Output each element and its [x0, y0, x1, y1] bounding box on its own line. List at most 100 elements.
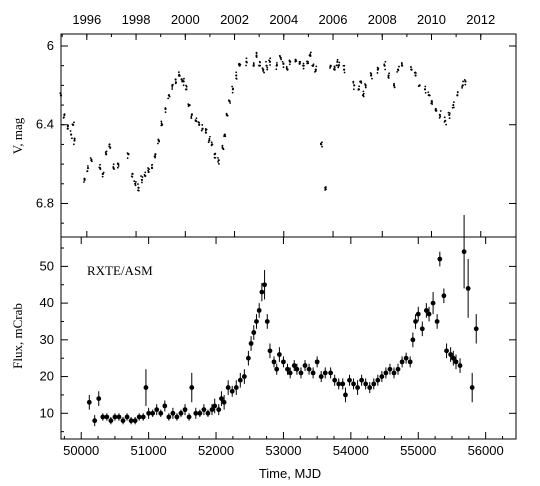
top-panel-vmag: 1996 1998 2000 2002 2004 2006 2008 2010 2012 6 6.… [10, 12, 517, 238]
flux-point [322, 370, 328, 376]
vmag-point [154, 153, 157, 156]
vmag-point [218, 162, 220, 165]
vmag-point [384, 60, 387, 63]
vmag-point [343, 68, 346, 71]
vmag-point [314, 70, 317, 73]
flux-point [262, 282, 267, 288]
vmag-point [187, 103, 190, 106]
vmag-point [137, 186, 140, 189]
flux-point [256, 308, 262, 313]
vmag-point [187, 105, 190, 108]
flux-point [277, 352, 282, 357]
vmag-point [452, 101, 455, 104]
vmag-point [131, 172, 134, 175]
vmag-point [116, 166, 119, 169]
vmag-point [105, 150, 108, 153]
flux-point [186, 414, 192, 420]
vmag-point [101, 173, 104, 175]
flux-point [391, 370, 397, 376]
top-year-tick-label: 2010 [417, 12, 446, 27]
vmag-point [208, 137, 211, 140]
vmag-point [144, 171, 147, 174]
vmag-point [308, 54, 311, 57]
vmag-point [101, 175, 104, 178]
vmag-point [343, 71, 346, 74]
vmag-point [279, 55, 281, 58]
flux-point [233, 385, 239, 390]
flux-point [415, 311, 421, 317]
vmag-point [452, 103, 455, 107]
vmag-point [276, 63, 278, 66]
flux-point [104, 414, 110, 420]
flux-point [140, 414, 146, 420]
vmag-point [266, 68, 269, 71]
flux-point [166, 414, 172, 420]
vmag-point [208, 139, 211, 142]
vmag-point [108, 143, 111, 146]
vmag-point [393, 86, 396, 89]
flux-point [306, 366, 312, 372]
bottom-panel-flux: 10 20 30 40 50 50000 51000 52000 53000 54000 5500… [10, 214, 517, 481]
flux-point [154, 407, 160, 413]
vmag-point [359, 81, 361, 83]
vmag-point [410, 68, 412, 71]
vmag-point [154, 156, 156, 159]
vmag-point [198, 121, 201, 124]
vmag-point [464, 80, 467, 83]
flux-point [413, 319, 418, 324]
vmag-point [321, 145, 323, 148]
vmag-point [321, 141, 323, 144]
vmag-point [204, 128, 207, 130]
top-y-axis: 6 6.4 6.8 [36, 38, 516, 224]
vmag-point [246, 61, 248, 64]
flux-point [310, 370, 316, 376]
vmag-point [431, 103, 434, 105]
vmag-point [371, 77, 373, 80]
flux-point [473, 326, 479, 332]
vmag-point [362, 90, 365, 93]
vmag-point [280, 58, 282, 61]
flux-point [410, 337, 416, 343]
flux-point [116, 414, 122, 420]
flux-point [444, 348, 449, 354]
flux-point [294, 366, 300, 372]
vmag-point [105, 152, 107, 155]
vmag-point [86, 166, 90, 170]
vmag-point [275, 61, 278, 64]
vmag-point [417, 85, 420, 88]
vmag-point [226, 114, 228, 117]
vmag-point [362, 95, 365, 98]
top-year-tick-label: 1998 [122, 12, 151, 27]
vmag-point [392, 84, 396, 87]
vmag-point [164, 107, 167, 110]
vmag-point [66, 127, 69, 130]
vmag-point [190, 117, 193, 120]
flux-point [434, 319, 440, 324]
vmag-point [309, 53, 312, 56]
flux-point [461, 249, 467, 255]
vmag-point [447, 111, 450, 114]
vmag-point [464, 83, 467, 86]
flux-point [112, 414, 118, 420]
vmag-point [157, 142, 159, 145]
vmag-point [245, 57, 248, 60]
vmag-point [102, 171, 105, 174]
vmag-point [427, 94, 430, 96]
vmag-point [360, 82, 363, 84]
bottom-x-axis: 50000 51000 52000 53000 54000 55000 56000 [63, 237, 504, 458]
vmag-point [168, 94, 171, 97]
flux-point [132, 418, 138, 424]
vmag-point [333, 66, 336, 69]
vmag-point [143, 173, 146, 176]
flux-point [399, 359, 405, 365]
vmag-point [195, 120, 198, 123]
vmag-point [73, 121, 75, 124]
vmag-point [154, 155, 157, 158]
vmag-point [59, 94, 62, 97]
vmag-point [262, 70, 264, 72]
flux-point [387, 366, 393, 372]
flux-point [359, 377, 365, 383]
vmag-point [83, 181, 85, 183]
vmag-point [337, 66, 340, 69]
